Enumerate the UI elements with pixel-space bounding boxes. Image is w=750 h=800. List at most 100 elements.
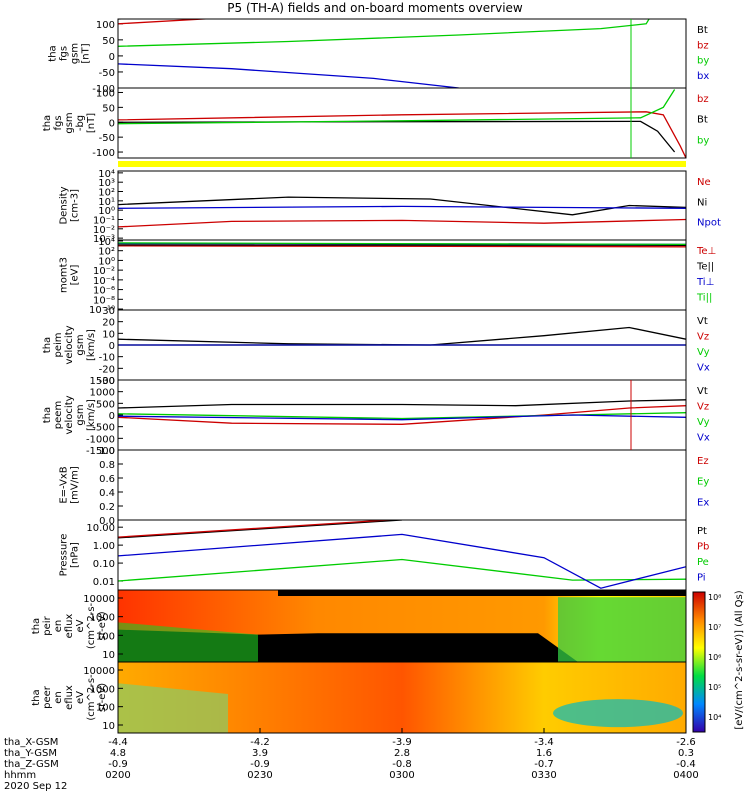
y-tick-label: 0.2: [99, 502, 115, 513]
y-tick-label: 10⁻²: [93, 266, 115, 277]
series-line-Ne: [118, 218, 686, 228]
panel-frame: [117, 87, 687, 159]
y-axis-label: tha: [48, 45, 59, 61]
y-tick-label: 1500: [90, 376, 115, 387]
y-tick-label: 10⁴: [98, 169, 115, 180]
legend-Pe: Pe: [697, 557, 709, 568]
no-data-strip: [278, 590, 686, 596]
legend-Bt: Bt: [697, 25, 708, 36]
ephemeris-value: -0.9: [108, 759, 128, 770]
legend-Ey: Ey: [697, 477, 709, 488]
legend-Vz: Vz: [697, 402, 709, 413]
panel-frame: [117, 239, 687, 311]
y-tick-label: 10¹: [98, 197, 115, 208]
y-axis-label: sr-eV): [97, 683, 108, 712]
ephemeris-value: 3.9: [252, 748, 268, 759]
y-tick-label: 1.00: [93, 541, 115, 552]
y-axis-label: peim: [53, 332, 64, 357]
panel-peir-en-eflux: [117, 589, 687, 663]
y-axis-label: [nT]: [86, 113, 97, 133]
ephemeris-value: 1.6: [536, 748, 552, 759]
panel-fgs-gsm-bg: [117, 87, 687, 159]
y-tick-label: -30: [99, 376, 115, 387]
y-axis-label: gsm: [64, 112, 75, 133]
y-tick-label: 500: [96, 399, 115, 410]
panel-frame: [117, 170, 687, 241]
y-tick-label: 10⁻²: [93, 225, 115, 236]
y-axis-label: en: [53, 691, 64, 704]
colorbar-tick-label: 10⁸: [708, 593, 721, 602]
legend-Bt: Bt: [697, 115, 708, 126]
colorbar-tick-label: 10⁷: [708, 623, 721, 632]
y-tick-label: 1000: [90, 388, 115, 399]
panel-fgs-gsm: [117, 18, 687, 89]
y-axis-label: Density: [59, 186, 70, 224]
y-tick-label: 10⁻⁴: [93, 276, 115, 287]
panel-frame: [117, 18, 687, 89]
series-line-Pt: [118, 520, 403, 539]
y-axis-label: peem: [53, 401, 64, 429]
y-tick-label: 0.0: [99, 516, 115, 527]
y-tick-label: -500: [92, 423, 115, 434]
green-band: [118, 683, 228, 733]
legend-Vy: Vy: [697, 347, 710, 358]
y-tick-label: 10²: [98, 247, 115, 258]
legend-Vx: Vx: [697, 363, 710, 374]
colorbar-tick-label: 10⁵: [708, 683, 721, 692]
y-tick-label: 0: [109, 118, 115, 129]
ephemeris-value: 0230: [247, 770, 272, 781]
legend-by: by: [697, 56, 709, 67]
legend-Vz: Vz: [697, 332, 709, 343]
colorbar-scale: [692, 591, 706, 733]
y-axis-label: eV: [75, 619, 86, 632]
series-line-Vx: [118, 414, 686, 421]
series-line-bx: [118, 63, 459, 88]
y-tick-label: 100: [96, 20, 115, 31]
series-line-by: [118, 19, 650, 47]
y-tick-label: 0: [109, 341, 115, 352]
y-tick-label: -1000: [86, 434, 115, 445]
y-axis-label: gsm: [70, 43, 81, 64]
quality-flag-bar: [118, 161, 686, 167]
y-tick-label: 10⁰: [98, 206, 115, 217]
legend-Vx: Vx: [697, 433, 710, 444]
y-tick-label: 10⁰: [98, 256, 115, 267]
panel-frame: [117, 449, 687, 521]
panel-moms-t: [117, 239, 687, 311]
y-axis-label: -bg: [75, 115, 86, 131]
ephemeris-value: 0.3: [678, 748, 694, 759]
y-tick-label: 10⁻¹: [93, 215, 115, 226]
y-tick-label: 0.6: [99, 474, 115, 485]
y-tick-label: 10: [102, 721, 115, 732]
y-tick-label: 10²: [98, 188, 115, 199]
legend-Vt: Vt: [697, 316, 708, 327]
series-line-Te⊥: [118, 245, 686, 248]
y-tick-label: 10000: [83, 666, 115, 677]
legend-Ne: Ne: [697, 177, 711, 188]
cyan-patch: [553, 699, 683, 728]
y-tick-label: 0.4: [99, 488, 115, 499]
y-tick-label: 10: [102, 329, 115, 340]
y-axis-label: [cm-3]: [70, 189, 81, 222]
y-axis-label: [km/s]: [86, 329, 97, 361]
panel-peem-velocity: [117, 379, 687, 451]
legend-Pt: Pt: [697, 526, 707, 537]
y-axis-label: [nT]: [81, 43, 92, 63]
legend-Ti⊥: Ti⊥: [696, 277, 714, 288]
ephemeris-value: -0.9: [250, 759, 270, 770]
green-region: [558, 597, 686, 662]
y-tick-label: 50: [102, 103, 115, 114]
y-axis-label: tha: [42, 337, 53, 353]
y-tick-label: 0: [109, 52, 115, 63]
y-axis-label: velocity: [64, 325, 75, 364]
y-tick-label: 10⁻⁸: [93, 295, 115, 306]
series-line-Bt: [118, 120, 676, 153]
legend-Vt: Vt: [697, 386, 708, 397]
y-axis-label: tha: [42, 407, 53, 423]
series-line-by: [118, 89, 676, 125]
y-tick-label: 0.10: [93, 559, 115, 570]
y-tick-label: 10⁻⁶: [93, 286, 115, 297]
ephemeris-value: -0.4: [676, 759, 696, 770]
ephemeris-label: tha_Y-GSM: [4, 748, 57, 759]
